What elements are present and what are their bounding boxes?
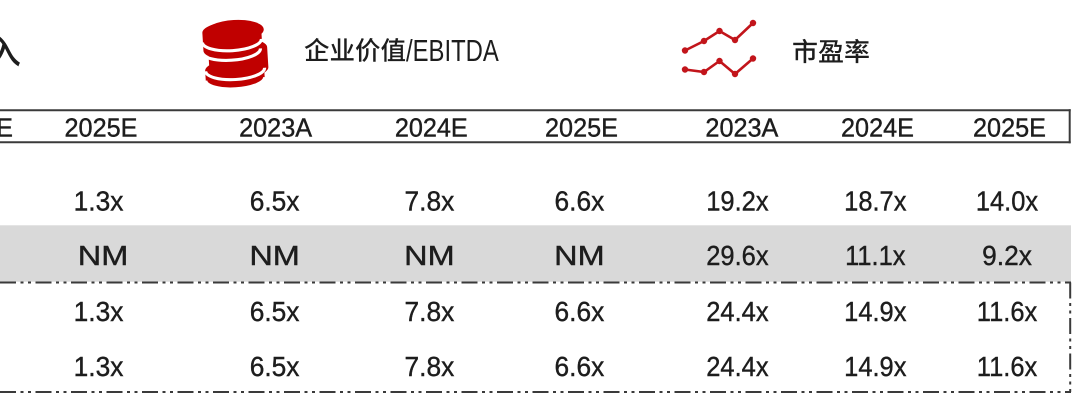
svg-text:24.4x: 24.4x bbox=[706, 351, 769, 382]
svg-text:2025E: 2025E bbox=[545, 114, 618, 142]
svg-text:6.5x: 6.5x bbox=[250, 185, 300, 217]
svg-text:NM: NM bbox=[249, 241, 300, 271]
svg-text:1.3x: 1.3x bbox=[74, 295, 124, 327]
svg-text:/EBITDA: /EBITDA bbox=[406, 33, 499, 68]
svg-text:7.8x: 7.8x bbox=[405, 350, 455, 382]
svg-text:NM: NM bbox=[554, 241, 605, 271]
svg-text:19.2x: 19.2x bbox=[706, 185, 769, 216]
svg-text:1.3x: 1.3x bbox=[74, 185, 124, 217]
svg-text:7.8x: 7.8x bbox=[405, 185, 455, 217]
svg-text:6.6x: 6.6x bbox=[555, 295, 605, 327]
svg-text:2024E: 2024E bbox=[841, 114, 914, 142]
svg-text:1.3x: 1.3x bbox=[74, 350, 124, 382]
svg-text:11.6x: 11.6x bbox=[977, 296, 1038, 327]
svg-text:NM: NM bbox=[78, 241, 129, 271]
svg-text:2025E: 2025E bbox=[973, 114, 1046, 142]
svg-text:9.2x: 9.2x bbox=[982, 239, 1032, 271]
svg-text:6.6x: 6.6x bbox=[555, 185, 605, 217]
svg-text:14.9x: 14.9x bbox=[844, 351, 907, 382]
svg-text:2024E: 2024E bbox=[395, 114, 468, 142]
svg-text:NM: NM bbox=[404, 241, 455, 271]
svg-text:6.5x: 6.5x bbox=[250, 350, 300, 382]
svg-text:14.9x: 14.9x bbox=[844, 296, 907, 327]
svg-text:2024E: 2024E bbox=[0, 114, 13, 142]
svg-text:2025E: 2025E bbox=[65, 114, 138, 142]
svg-text:7.8x: 7.8x bbox=[405, 295, 455, 327]
svg-text:29.6x: 29.6x bbox=[706, 240, 769, 271]
svg-text:11.6x: 11.6x bbox=[977, 351, 1038, 382]
svg-text:24.4x: 24.4x bbox=[706, 296, 769, 327]
svg-text:2023A: 2023A bbox=[705, 114, 779, 142]
svg-text:6.6x: 6.6x bbox=[555, 350, 605, 382]
svg-text:14.0x: 14.0x bbox=[976, 185, 1039, 216]
svg-text:11.1x: 11.1x bbox=[845, 240, 906, 271]
svg-text:2023A: 2023A bbox=[239, 114, 313, 142]
svg-text:6.5x: 6.5x bbox=[250, 295, 300, 327]
svg-text:18.7x: 18.7x bbox=[844, 185, 907, 216]
